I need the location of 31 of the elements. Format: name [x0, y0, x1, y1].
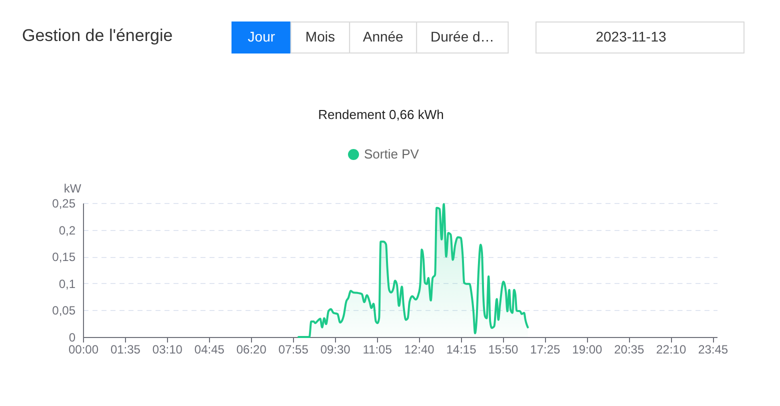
x-tick-label: 01:35	[110, 342, 141, 356]
x-tick-label: 00:00	[68, 342, 99, 356]
x-tick-label: 09:30	[320, 342, 351, 356]
text: Mois	[305, 28, 335, 44]
x-tick-label: 23:45	[698, 342, 728, 356]
x-tick-label: 03:10	[152, 342, 183, 356]
x-tick-label: 17:25	[530, 342, 561, 356]
legend-label: Sortie PV	[364, 146, 420, 162]
y-tick-label: 0,2	[58, 223, 76, 238]
x-tick-label: 11:05	[362, 342, 392, 356]
text: Jour	[248, 28, 276, 44]
x-tick-label: 15:50	[488, 342, 519, 356]
text: 2023-11-13	[596, 28, 666, 44]
y-tick-label: 0,05	[52, 304, 76, 318]
x-tick-label: 22:10	[656, 342, 686, 356]
y-tick-label: 0,25	[52, 196, 76, 210]
text: Année	[362, 28, 404, 44]
x-tick-label: 07:55	[278, 342, 309, 356]
y-tick-label: 0,1	[58, 276, 76, 291]
text: Durée d…	[430, 28, 494, 44]
chart-subtitle: Rendement 0,66 kWh	[318, 107, 444, 122]
x-tick-label: 19:00	[572, 342, 603, 356]
x-tick-label: 06:20	[236, 342, 267, 356]
chart-title: Gestion de l'énergie	[22, 26, 173, 45]
y-axis-title: kW	[64, 182, 82, 196]
x-tick-label: 12:40	[404, 342, 435, 356]
x-tick-label: 04:45	[194, 342, 225, 356]
y-tick-label: 0	[68, 330, 76, 344]
y-tick-label: 0,15	[52, 250, 76, 264]
x-tick-label: 14:15	[446, 342, 477, 356]
x-tick-label: 20:35	[614, 342, 644, 356]
